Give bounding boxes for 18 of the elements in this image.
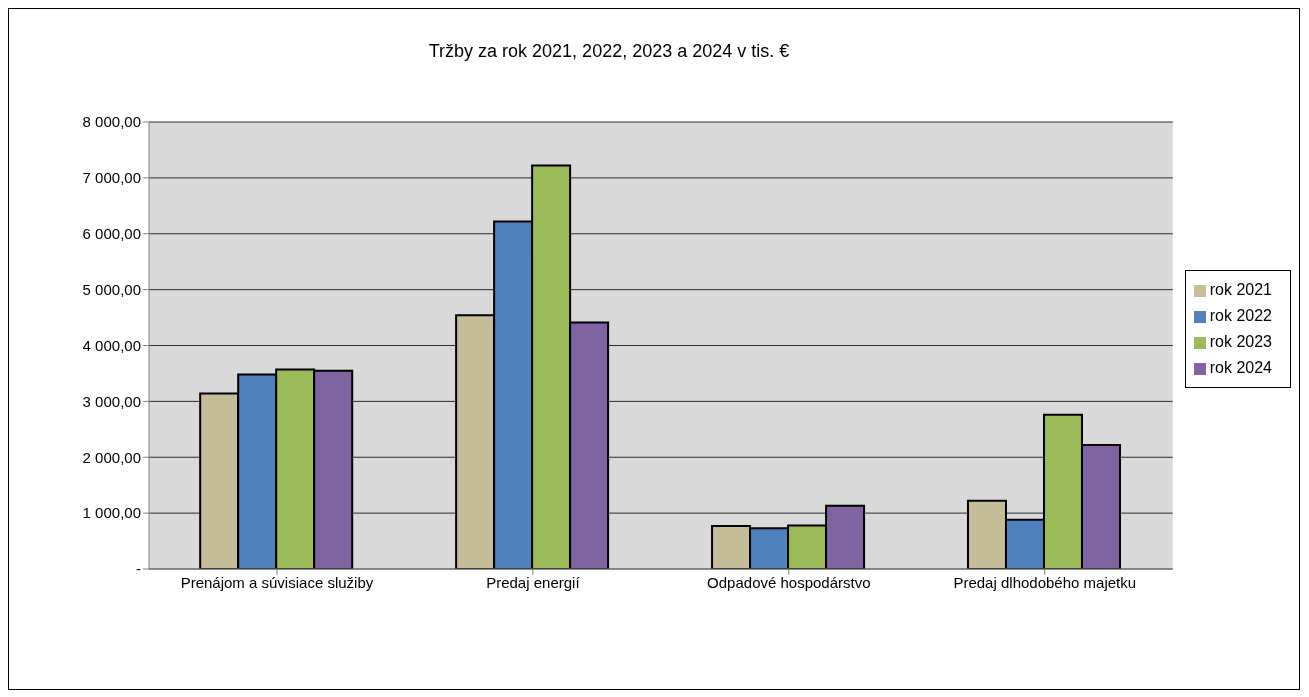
y-tick-label: 2 000,00 [82,448,141,466]
y-tick-label: 4 000,00 [82,336,141,354]
y-tick-label: 5 000,00 [82,280,141,298]
y-tick-label: 6 000,00 [82,225,141,243]
x-tick-label: Odpadové hospodárstvo [707,573,871,591]
legend-label: rok 2024 [1209,359,1272,376]
x-tick-label: Predaj energií [486,573,581,591]
legend-label: rok 2023 [1209,333,1272,350]
legend-label: rok 2022 [1209,307,1272,324]
y-tick-label: 1 000,00 [82,504,141,522]
y-tick-label: 3 000,00 [82,392,141,410]
x-tick-label: Predaj dlhodobého majetku [953,573,1137,591]
y-tick-label: 7 000,00 [82,169,141,187]
legend-label: rok 2021 [1209,281,1272,298]
chart-title: Tržby za rok 2021, 2022, 2023 a 2024 v tis. € [427,41,791,62]
x-tick-label: Prenájom a súvisiace služiby [180,573,374,591]
y-tick-label: - [136,560,141,578]
y-tick-label: 8 000,00 [82,113,141,131]
